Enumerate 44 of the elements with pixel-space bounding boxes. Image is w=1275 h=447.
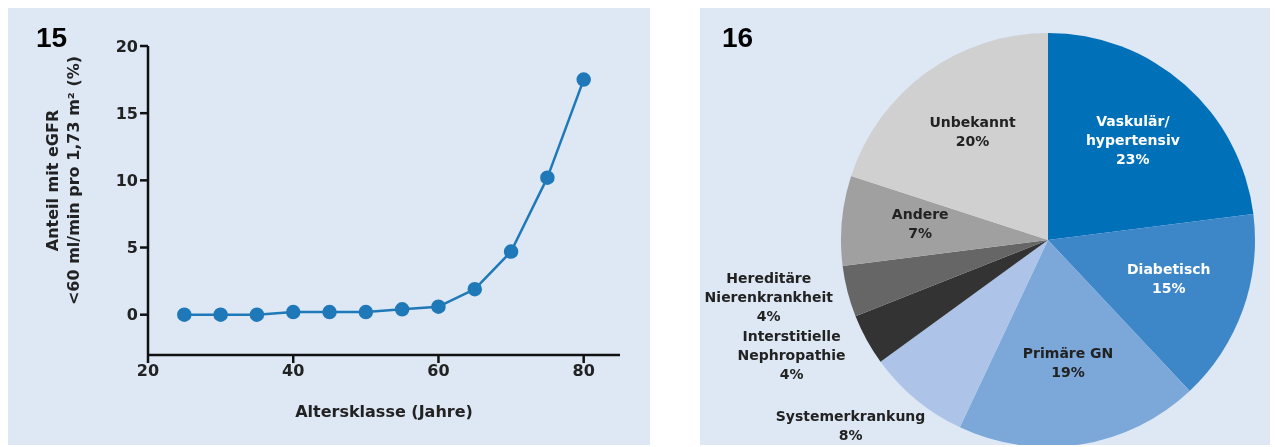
slice-label: Andere [891,205,949,222]
x-tick-label: 60 [427,361,450,381]
point [540,170,555,185]
point [503,244,519,259]
slice-label: Primäre GN [1022,344,1114,361]
y-tick-label: 0 [126,305,138,325]
data-label: 23% [1116,150,1150,167]
slice-label: Unbekannt [929,114,1016,131]
point [285,304,301,320]
data-label: 19% [1051,363,1085,380]
slice-label: Diabetisch [1127,261,1211,278]
data-label: 8% [838,427,863,444]
y-axis-title: Anteil mit eGFR <60 ml/min pro 1,73 m² (%) [43,55,83,306]
data-label: 15% [1151,280,1186,297]
point [322,304,337,320]
x-tick-label: 40 [282,361,305,381]
y-tick-label: 10 [115,171,138,191]
point [394,302,410,317]
y-tick-label: 15 [115,103,138,123]
point [249,307,265,322]
point [576,72,591,87]
data-label: 4% [756,308,781,325]
pie-slice [1048,33,1254,240]
data-label: 7% [908,224,933,241]
point [177,307,192,322]
y-tick-label: 5 [126,238,138,258]
point [431,299,446,314]
slice-label: Vaskulär/hypertensiv [1085,112,1180,148]
x-tick-label: 80 [572,361,595,381]
data-label: 20% [955,133,990,150]
point [467,281,483,297]
data-label: 4% [779,365,804,382]
pie-slice [841,176,1048,266]
point [358,304,374,320]
slice-label: Systemerkrankung [775,408,926,425]
slice-label: Hereditäre Nierenkrankheit [704,270,834,306]
slice-label: Interstitielle Nephropathie [737,327,846,363]
chart-title: 15 [36,22,68,54]
x-axis-title: Altersklasse (Jahre) [295,402,473,421]
pie-slice [851,33,1048,240]
y-tick-label: 20 [115,36,138,56]
point [213,307,228,322]
pie-slice [842,240,1048,317]
chart-title: 16 [722,22,754,54]
